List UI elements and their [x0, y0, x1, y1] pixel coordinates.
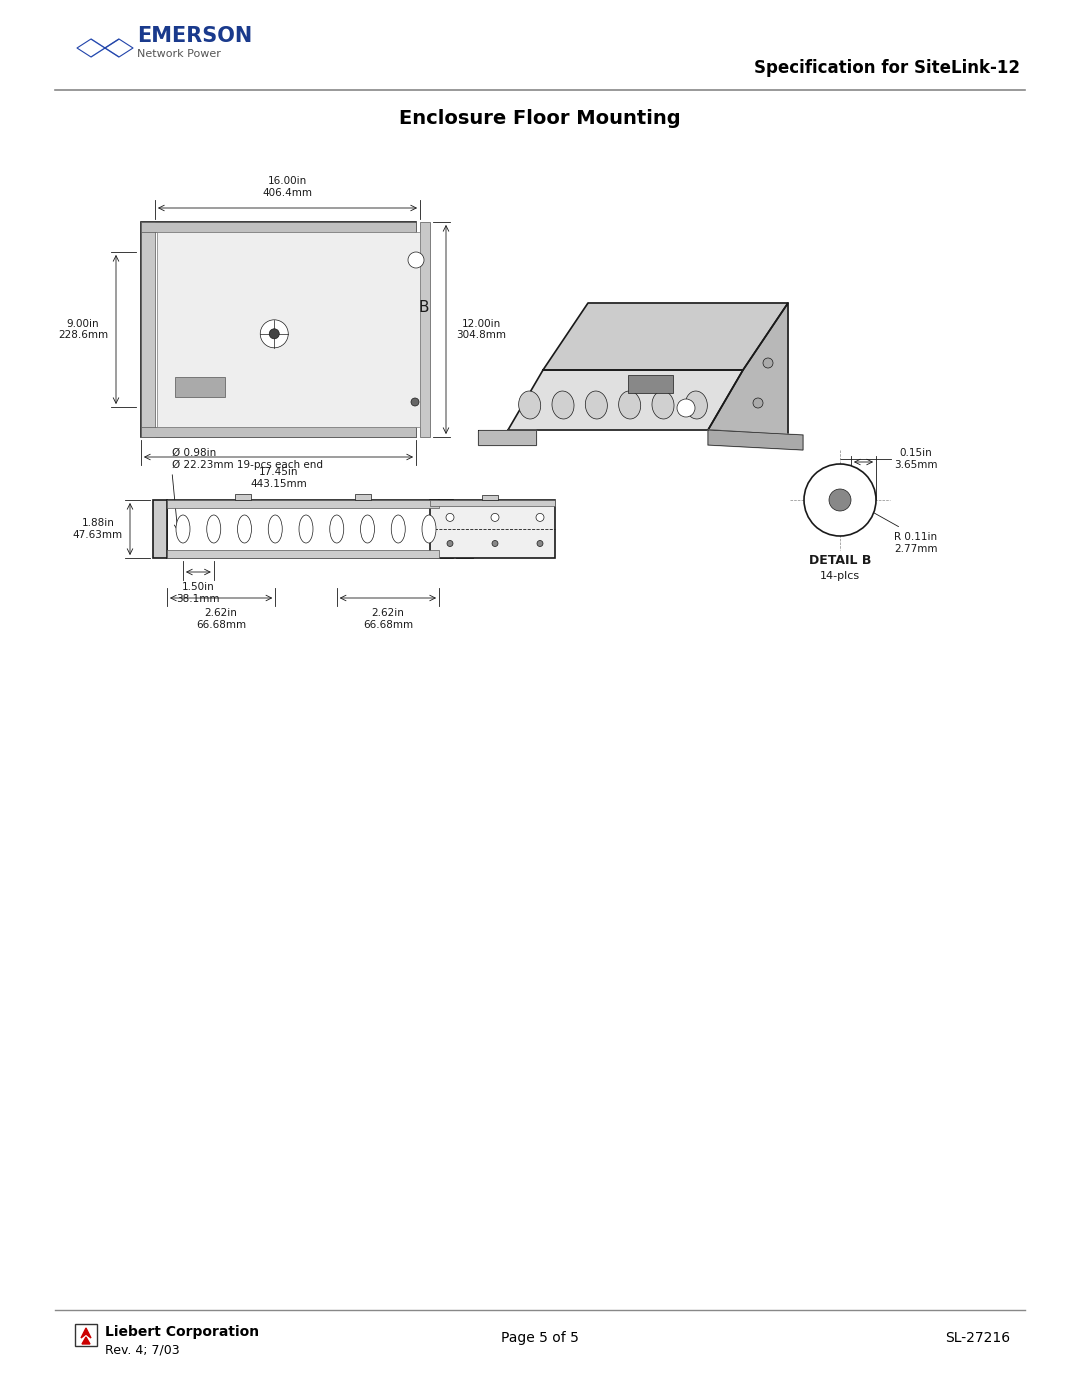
Bar [167, 500, 438, 557]
Text: SL-27216: SL-27216 [945, 1331, 1010, 1345]
Circle shape [753, 398, 762, 408]
Circle shape [269, 328, 280, 339]
Polygon shape [105, 39, 119, 47]
Bar [141, 427, 416, 437]
Text: 14-plcs: 14-plcs [820, 571, 860, 581]
Bar [430, 500, 555, 557]
Polygon shape [91, 39, 105, 47]
Text: Specification for SiteLink-12: Specification for SiteLink-12 [754, 59, 1020, 77]
Text: 0.15in
3.65mm: 0.15in 3.65mm [894, 448, 937, 469]
Text: 12.00in
304.8mm: 12.00in 304.8mm [456, 319, 507, 341]
Bar [627, 374, 673, 393]
Bar [141, 222, 416, 232]
Text: 1.50in
38.1mm: 1.50in 38.1mm [177, 583, 220, 604]
Text: Rev. 4; 7/03: Rev. 4; 7/03 [105, 1344, 179, 1356]
Ellipse shape [686, 391, 707, 419]
Bar [355, 495, 370, 500]
Polygon shape [708, 430, 804, 450]
Text: 9.00in
228.6mm: 9.00in 228.6mm [58, 319, 108, 341]
Text: Ø 0.98in
Ø 22.23mm 19-pcs each end: Ø 0.98in Ø 22.23mm 19-pcs each end [172, 448, 323, 469]
Bar [157, 232, 420, 427]
Ellipse shape [552, 391, 575, 419]
Polygon shape [543, 303, 788, 370]
Polygon shape [478, 430, 536, 446]
Text: 17.45in
443.15mm: 17.45in 443.15mm [251, 467, 307, 489]
Text: Network Power: Network Power [137, 49, 221, 59]
Ellipse shape [361, 515, 375, 543]
Text: Page 5 of 5: Page 5 of 5 [501, 1331, 579, 1345]
Circle shape [829, 489, 851, 511]
Circle shape [446, 514, 454, 521]
Ellipse shape [268, 515, 282, 543]
Ellipse shape [299, 515, 313, 543]
Circle shape [804, 464, 876, 536]
Text: Liebert Corporation: Liebert Corporation [105, 1324, 259, 1338]
Polygon shape [105, 47, 119, 57]
Bar [420, 222, 430, 437]
Bar [141, 222, 416, 437]
Text: 2.62in
66.68mm: 2.62in 66.68mm [363, 608, 413, 630]
Text: R 0.11in
2.77mm: R 0.11in 2.77mm [894, 532, 937, 553]
Ellipse shape [176, 515, 190, 543]
Ellipse shape [518, 391, 541, 419]
Bar [482, 495, 498, 500]
Circle shape [408, 251, 424, 268]
Bar [175, 377, 225, 397]
Text: 2.62in
66.68mm: 2.62in 66.68mm [197, 608, 246, 630]
Ellipse shape [329, 515, 343, 543]
Bar [438, 500, 453, 557]
Text: 16.00in
406.4mm: 16.00in 406.4mm [262, 176, 312, 198]
Polygon shape [82, 1337, 90, 1344]
Ellipse shape [619, 391, 640, 419]
Text: B: B [419, 299, 429, 314]
Circle shape [537, 541, 543, 546]
Circle shape [411, 398, 419, 407]
Circle shape [491, 514, 499, 521]
Text: EMERSON: EMERSON [137, 27, 253, 46]
Circle shape [677, 400, 696, 416]
Text: 1.88in
47.63mm: 1.88in 47.63mm [72, 518, 123, 539]
Bar [167, 500, 438, 509]
Polygon shape [708, 303, 788, 434]
Ellipse shape [391, 515, 405, 543]
Circle shape [536, 514, 544, 521]
Polygon shape [508, 370, 743, 430]
Text: Enclosure Floor Mounting: Enclosure Floor Mounting [400, 109, 680, 127]
Circle shape [492, 541, 498, 546]
Ellipse shape [422, 515, 436, 543]
Ellipse shape [206, 515, 220, 543]
Bar [430, 500, 555, 506]
Ellipse shape [238, 515, 252, 543]
Bar [167, 550, 438, 557]
Circle shape [762, 358, 773, 367]
Bar [153, 500, 167, 557]
Ellipse shape [585, 391, 607, 419]
Bar [235, 495, 252, 500]
Circle shape [260, 320, 288, 348]
Bar [75, 1324, 97, 1345]
Text: DETAIL B: DETAIL B [809, 555, 872, 567]
Ellipse shape [652, 391, 674, 419]
Bar [141, 222, 156, 437]
Text: 4.05in
102.76mm: 4.05in 102.76mm [480, 518, 536, 539]
Polygon shape [91, 47, 105, 57]
Circle shape [447, 541, 453, 546]
Polygon shape [81, 1329, 91, 1338]
